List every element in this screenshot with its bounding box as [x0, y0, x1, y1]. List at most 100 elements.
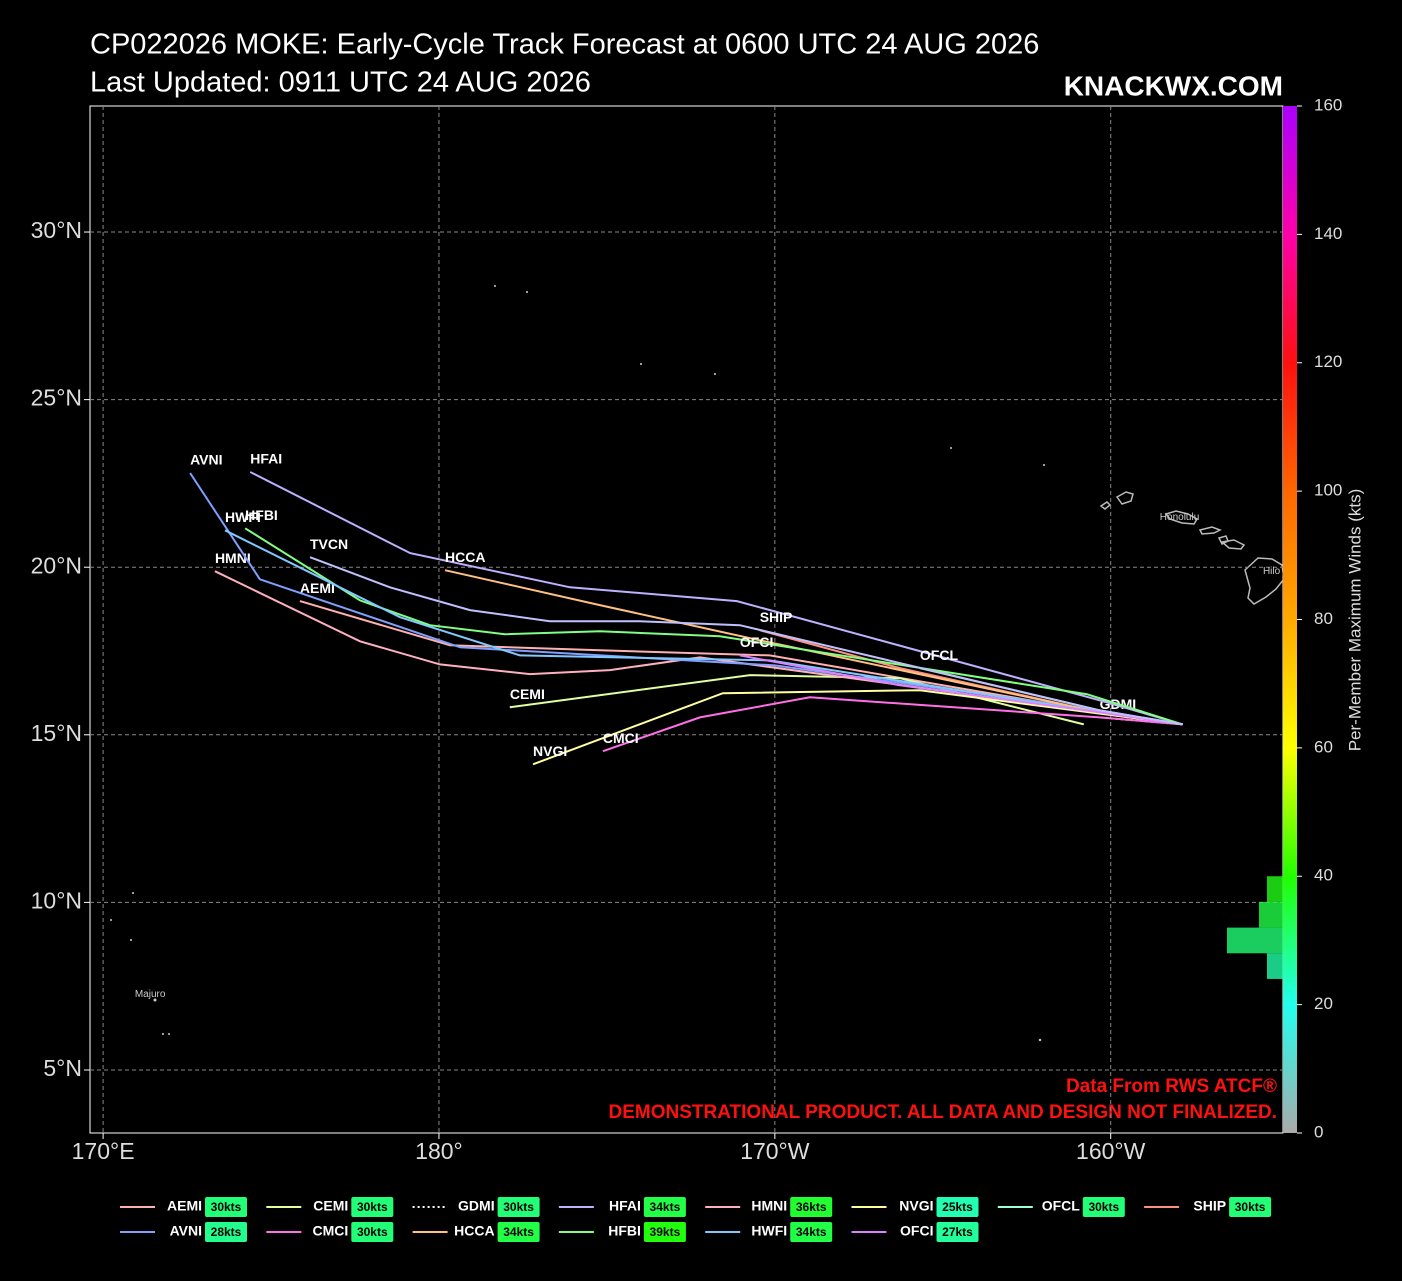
- legend-label: HMNI: [751, 1198, 787, 1214]
- colorbar-tick-label: 40: [1314, 866, 1333, 885]
- histogram-bar: [1227, 927, 1283, 954]
- chart-subtitle: Last Updated: 0911 UTC 24 AUG 2026: [90, 67, 591, 99]
- land: [1099, 491, 1285, 605]
- legend-badge: [351, 1197, 394, 1217]
- colorbar-tick-label: 60: [1314, 737, 1333, 756]
- y-tick-label: 25°N: [31, 385, 82, 411]
- colorbar-tick-label: 80: [1314, 609, 1333, 628]
- track-label: OFCL: [920, 647, 959, 663]
- legend-badge: [205, 1222, 247, 1242]
- x-tick-label: 180°: [415, 1138, 463, 1164]
- track-label: HMNI: [215, 550, 251, 566]
- legend-wind: 30kts: [1235, 1200, 1266, 1214]
- histogram-bar: [1267, 876, 1283, 902]
- place-label: Hilo: [1263, 566, 1281, 577]
- track-label: OFCI: [740, 634, 773, 650]
- legend-wind: 30kts: [503, 1200, 534, 1214]
- legend-wind: 30kts: [357, 1225, 388, 1239]
- track-line: [309, 556, 1183, 726]
- track-line: [509, 674, 1085, 726]
- colorbar-tick-label: 20: [1314, 994, 1333, 1013]
- x-tick-label: 170°W: [740, 1138, 810, 1164]
- legend-badge: [936, 1197, 979, 1217]
- histogram-bar: [1267, 953, 1283, 979]
- legend-badge: [205, 1197, 247, 1217]
- place-label: Honolulu: [1160, 512, 1199, 523]
- track-label: NVGI: [533, 743, 567, 759]
- legend-label: GDMI: [458, 1198, 495, 1214]
- track-line: [532, 689, 1183, 766]
- y-tick-label: 5°N: [43, 1055, 82, 1081]
- plot-frame: [89, 105, 1284, 1134]
- y-tick-label: 10°N: [31, 887, 82, 913]
- legend-label: HFBI: [608, 1223, 641, 1239]
- legend-wind: 39kts: [650, 1225, 681, 1239]
- legend-wind: 30kts: [357, 1200, 388, 1214]
- place-label: Majuro: [135, 989, 166, 1000]
- legend-label: NVGI: [899, 1198, 933, 1214]
- track-label: HCCA: [445, 549, 485, 565]
- track-line: [244, 527, 1183, 726]
- colorbar-tick-label: 100: [1314, 481, 1342, 500]
- track-label: CMCI: [603, 730, 639, 746]
- legend-wind: 34kts: [503, 1225, 534, 1239]
- track-label: TVCN: [310, 536, 348, 552]
- track-label: AEMI: [300, 580, 335, 596]
- legend-badge: [643, 1222, 686, 1242]
- x-tick-label: 160°W: [1076, 1138, 1146, 1164]
- track-line: [602, 696, 1183, 753]
- legend-wind: 25kts: [942, 1200, 973, 1214]
- y-tick-label: 15°N: [31, 720, 82, 746]
- legend-label: HWFI: [751, 1223, 787, 1239]
- legend-label: SHIP: [1193, 1198, 1226, 1214]
- legend-badge: [497, 1222, 540, 1242]
- colorbar-tick-label: 0: [1314, 1122, 1323, 1141]
- track-label: SHIP: [760, 609, 793, 625]
- legend-label: CEMI: [313, 1198, 348, 1214]
- legend-badge: [497, 1197, 540, 1217]
- disclaimer: DEMONSTRATIONAL PRODUCT. ALL DATA AND DE…: [609, 1102, 1278, 1123]
- colorbar-label: Per-Member Maximum Winds (kts): [1345, 489, 1364, 752]
- legend-badge: [790, 1197, 833, 1217]
- legend-badge: [1229, 1197, 1272, 1217]
- legend-label: HFAI: [609, 1198, 641, 1214]
- legend-badge: [1082, 1197, 1125, 1217]
- legend-wind: 30kts: [1088, 1200, 1119, 1214]
- y-tick-label: 30°N: [31, 217, 82, 243]
- legend-wind: 30kts: [211, 1200, 242, 1214]
- legend-label: CMCI: [313, 1223, 349, 1239]
- legend-label: AVNI: [170, 1223, 202, 1239]
- colorbar: [1283, 106, 1297, 1133]
- legend-wind: 28kts: [211, 1225, 242, 1239]
- track-label: HFAI: [250, 451, 282, 467]
- y-tick-label: 20°N: [31, 552, 82, 578]
- colorbar-tick-label: 120: [1314, 352, 1342, 371]
- legend-wind: 36kts: [796, 1200, 827, 1214]
- x-tick-label: 170°E: [72, 1138, 135, 1164]
- legend-label: OFCI: [900, 1223, 933, 1239]
- legend-badge: [643, 1197, 686, 1217]
- track-label: AVNI: [190, 452, 222, 468]
- legend-label: OFCL: [1042, 1198, 1081, 1214]
- histogram-bar: [1259, 901, 1283, 928]
- brand: KNACKWX.COM: [1064, 70, 1283, 101]
- legend-wind: 27kts: [942, 1225, 973, 1239]
- source-note: Data From RWS ATCF®: [1066, 1076, 1277, 1097]
- legend-wind: 34kts: [796, 1225, 827, 1239]
- colorbar-tick-label: 160: [1314, 95, 1342, 114]
- legend-badge: [790, 1222, 833, 1242]
- track-label: HWFI: [225, 509, 261, 525]
- track-label: CEMI: [510, 686, 545, 702]
- legend-badge: [936, 1222, 979, 1242]
- legend-label: HCCA: [454, 1223, 494, 1239]
- track-line: [249, 471, 1183, 726]
- legend-wind: 34kts: [650, 1200, 681, 1214]
- hawaii-islands: [1099, 491, 1285, 605]
- colorbar-tick-label: 140: [1314, 224, 1342, 243]
- chart-title: CP022026 MOKE: Early-Cycle Track Forecas…: [90, 29, 1039, 61]
- atolls: [110, 285, 1045, 1042]
- legend-label: AEMI: [167, 1198, 202, 1214]
- track-label: HFBI: [245, 507, 278, 523]
